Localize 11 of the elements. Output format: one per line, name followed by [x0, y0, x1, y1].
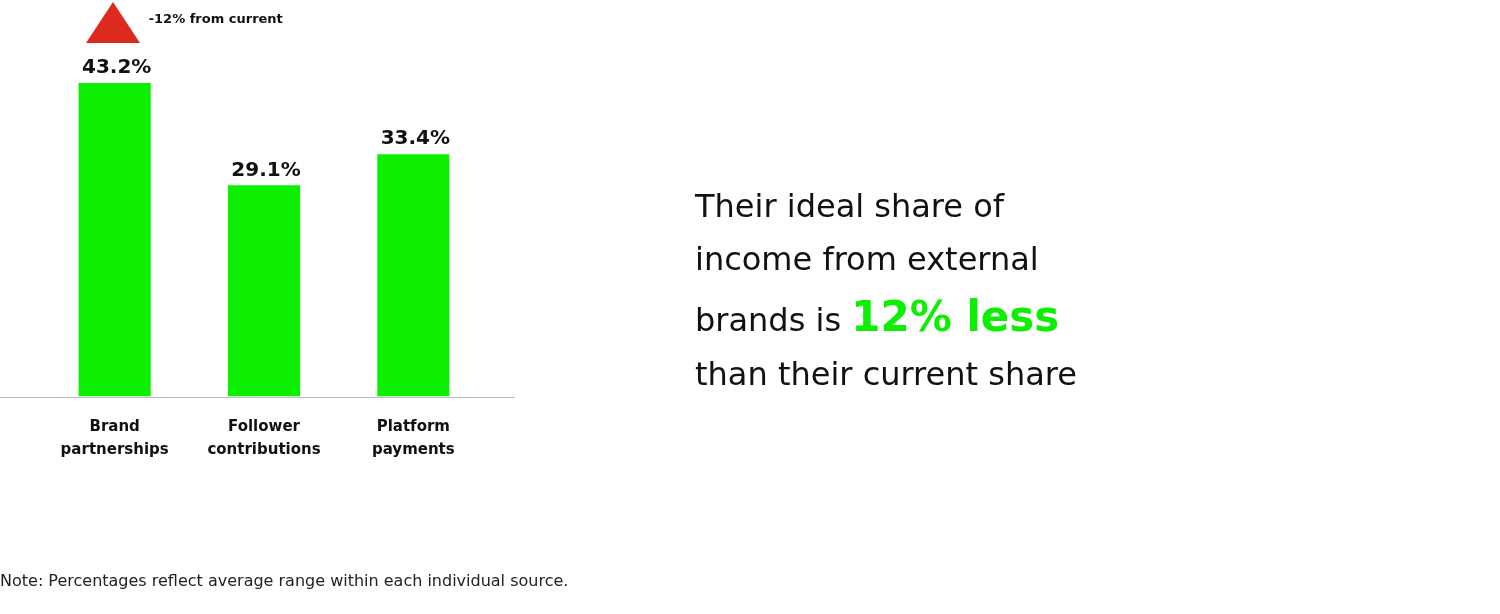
text: brands is — [695, 301, 842, 339]
text: 12% less — [851, 292, 1060, 341]
text: Note: Percentages reflect average range within each individual source. — [0, 571, 569, 590]
x-tick-label: Brand partnerships — [60, 417, 169, 459]
text: than their current share — [695, 355, 1077, 393]
data-label: 33.4% — [380, 125, 451, 150]
data-label: 29.1% — [231, 156, 301, 181]
data-label: 43.2% — [81, 54, 152, 79]
text: -12% from current — [148, 11, 283, 26]
x-tick-label: Platform payments — [371, 417, 455, 459]
x-tick-label: Follower contributions — [207, 417, 321, 459]
